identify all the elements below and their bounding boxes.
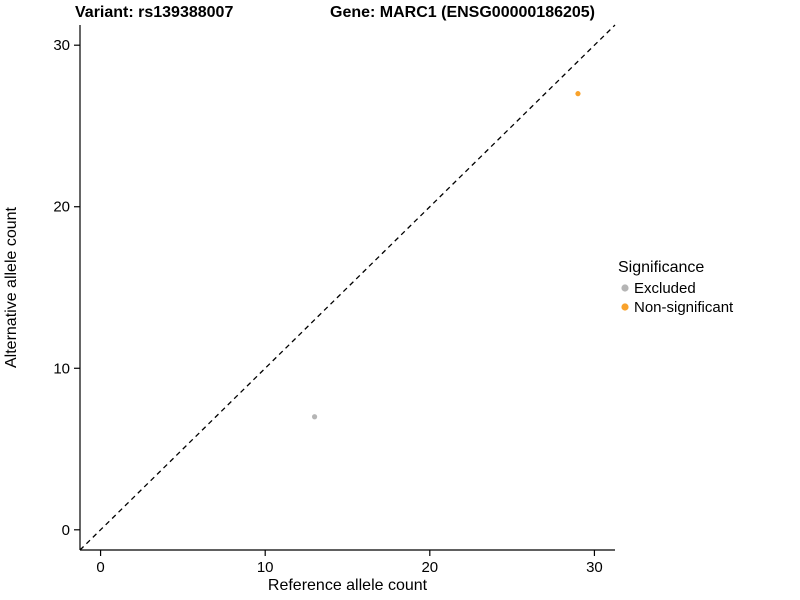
x-axis-title: Reference allele count bbox=[268, 577, 428, 594]
data-point-excluded bbox=[311, 414, 318, 420]
legend-title: Significance bbox=[618, 259, 704, 276]
variant-title: Variant: rs139388007 bbox=[75, 4, 234, 21]
legend-label: Excluded bbox=[634, 280, 696, 297]
x-tick-label: 30 bbox=[586, 559, 603, 576]
y-tick-label: 20 bbox=[53, 199, 70, 216]
y-axis-title: Alternative allele count bbox=[3, 206, 20, 368]
y-tick-label: 0 bbox=[62, 522, 70, 539]
x-tick-label: 0 bbox=[96, 559, 104, 576]
legend-label: Non-significant bbox=[634, 299, 734, 316]
x-tick-label: 20 bbox=[421, 559, 438, 576]
identity-line bbox=[79, 24, 616, 551]
y-tick-label: 30 bbox=[53, 37, 70, 54]
y-tick-label: 10 bbox=[53, 360, 70, 377]
legend-swatch-excluded bbox=[621, 284, 629, 292]
data-point-non-significant bbox=[575, 91, 581, 97]
x-tick-label: 10 bbox=[257, 559, 274, 576]
legend-swatch-non-significant bbox=[621, 303, 629, 311]
gene-title: Gene: MARC1 (ENSG00000186205) bbox=[330, 4, 596, 21]
